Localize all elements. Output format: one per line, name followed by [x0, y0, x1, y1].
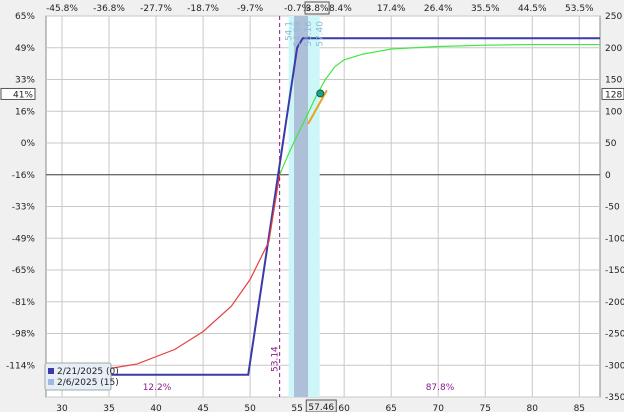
legend-label-current[interactable]: 2/6/2025 (15) — [57, 378, 119, 388]
markers: 53.14 54.154.99 56.16 57.40 — [271, 16, 326, 397]
top-tick-label: 17.4% — [377, 4, 406, 14]
grid — [46, 15, 600, 398]
legend-box — [44, 362, 112, 391]
x-tick-label: 85 — [574, 404, 585, 412]
x-tick-label: 45 — [197, 404, 208, 412]
prob-left-label: 12.2% — [143, 383, 172, 393]
top-tick-label: 53.5% — [565, 4, 594, 14]
left-tick-label: -114% — [6, 361, 35, 371]
band-marker-label: 56.16 — [304, 21, 314, 47]
x-tick-label: 30 — [56, 404, 68, 412]
current-price-point — [316, 89, 325, 98]
left-tick-label: -16% — [12, 171, 36, 181]
right-tick-label: -200 — [605, 298, 624, 308]
expiry-pnl-line — [46, 37, 600, 376]
left-marker-box — [0, 87, 36, 100]
x-tick-label: 70 — [432, 404, 444, 412]
top-tick-label: -0.7% — [284, 4, 311, 14]
band-marker-label: 54.99 — [293, 21, 303, 47]
right-tick-label: 250 — [605, 12, 622, 22]
price-bands — [288, 16, 320, 397]
right-tick-label: 0 — [605, 171, 611, 181]
right-tick-label: 100 — [605, 107, 622, 117]
top-tick-highlight-box — [304, 1, 330, 15]
top-tick-label: -27.7% — [140, 4, 172, 14]
right-tick-label: -250 — [605, 330, 624, 340]
legend-swatch-current — [48, 379, 54, 385]
left-tick-label: -98% — [12, 330, 36, 340]
bottom-axis: 30 35 40 45 50 55 60 65 70 75 80 85 57.46 — [56, 399, 585, 412]
right-marker-box — [601, 87, 624, 100]
left-tick-label: -33% — [12, 203, 36, 213]
x-tick-label: 60 — [338, 404, 350, 412]
x-tick-label: 65 — [385, 404, 396, 412]
left-tick-label: 49% — [15, 44, 35, 54]
band-marker-label: 54.1 — [285, 21, 295, 41]
left-tick-label: 33% — [15, 76, 35, 86]
right-tick-label: -300 — [605, 361, 624, 371]
legend-swatch-expiry — [48, 368, 54, 374]
right-tick-label: 150 — [605, 76, 622, 86]
series-lines — [45, 37, 600, 376]
left-tick-label: 0% — [21, 139, 36, 149]
left-tick-label: -49% — [12, 234, 36, 244]
x-tick-label: 35 — [103, 404, 114, 412]
x-tick-label: 75 — [480, 404, 491, 412]
left-tick-label: 16% — [15, 107, 35, 117]
right-tick-label: -50 — [605, 203, 620, 213]
band-inner — [294, 16, 309, 397]
left-tick-label: -81% — [12, 298, 36, 308]
top-tick-label: -45.8% — [46, 4, 78, 14]
top-tick-label: -18.7% — [187, 4, 219, 14]
band-marker-label: 57.40 — [316, 21, 326, 47]
legend: 2/21/2025 (0) 2/6/2025 (15) — [44, 362, 119, 391]
top-tick-label: 44.5% — [518, 4, 547, 14]
top-tick-label: -36.8% — [93, 4, 125, 14]
x-tick-label: 55 — [291, 404, 302, 412]
top-tick-label: 26.4% — [424, 4, 453, 14]
left-tick-label: -65% — [12, 266, 36, 276]
right-tick-label: -350 — [605, 393, 624, 403]
right-tick-label: -150 — [605, 266, 624, 276]
cursor-price-box — [305, 399, 337, 412]
prob-right-label: 87.8% — [426, 383, 455, 393]
top-tick-label: 3.8% — [306, 4, 329, 14]
left-marker-label: 41% — [13, 90, 33, 100]
left-tick-label: 65% — [15, 12, 35, 22]
right-axis: 250 200 150 100 50 0 -50 -100 -150 -200 -250 -300 -3… — [601, 12, 624, 403]
top-tick-label: -9.7% — [237, 4, 264, 14]
x-tick-label: 50 — [244, 404, 256, 412]
current-pnl-line-profit — [279, 43, 600, 175]
top-tick-label: 35.5% — [471, 4, 500, 14]
x-tick-label: 80 — [527, 404, 539, 412]
top-tick-label: 8.4% — [329, 4, 352, 14]
breakeven-label: 53.14 — [271, 346, 281, 372]
legend-label-expiry[interactable]: 2/21/2025 (0) — [57, 367, 119, 377]
cursor-price-label: 57.46 — [308, 403, 334, 412]
right-tick-label: 200 — [605, 44, 622, 54]
top-axis: -45.8% -36.8% -27.7% -18.7% -9.7% -0.7%3.8% 8.… — [46, 1, 594, 15]
right-tick-label: 50 — [605, 139, 617, 149]
delta-tangent-line — [307, 89, 328, 125]
right-marker-label: 128 — [605, 90, 622, 100]
x-tick-label: 40 — [150, 404, 162, 412]
right-tick-label: -100 — [605, 234, 624, 244]
left-axis: 65% 49% 33% 16% 0% -16% -33% -49% -65% -81% -98% -1… — [0, 12, 36, 371]
